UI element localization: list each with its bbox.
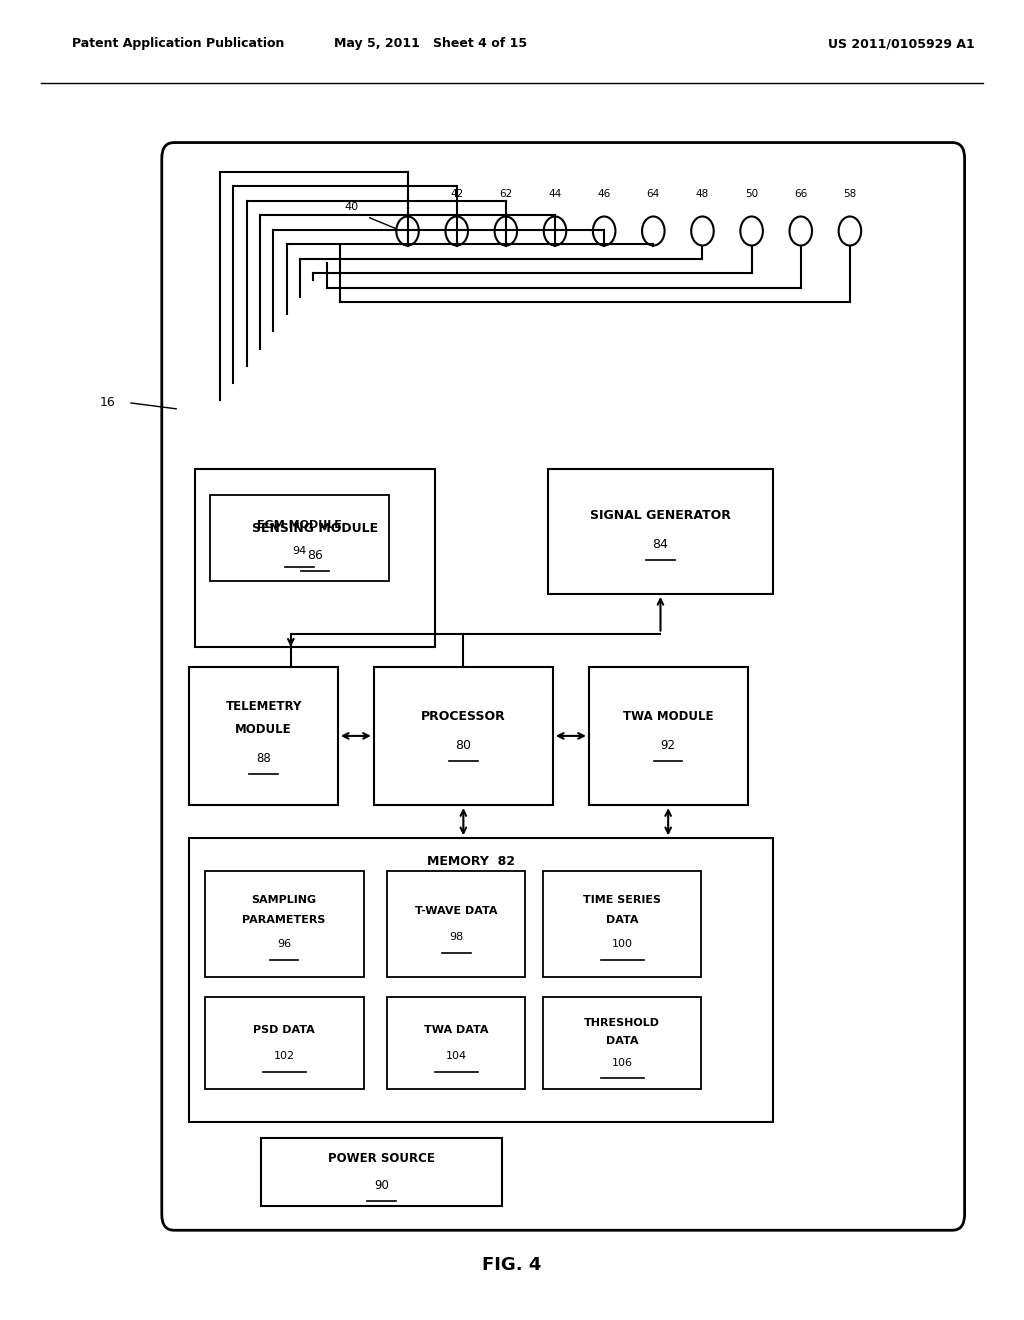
Bar — [543, 871, 701, 977]
Text: SENSING MODULE: SENSING MODULE — [252, 523, 378, 535]
Bar — [261, 1138, 502, 1206]
Text: 16: 16 — [99, 396, 116, 409]
Text: SIGNAL GENERATOR: SIGNAL GENERATOR — [590, 510, 731, 521]
Text: 98: 98 — [450, 932, 463, 942]
Text: SAMPLING: SAMPLING — [252, 895, 316, 906]
Text: 40: 40 — [344, 202, 358, 213]
Text: MEMORY  82: MEMORY 82 — [427, 855, 515, 869]
Text: 94: 94 — [293, 546, 306, 556]
Text: PARAMETERS: PARAMETERS — [243, 915, 326, 925]
Text: 46: 46 — [598, 189, 610, 199]
FancyBboxPatch shape — [162, 143, 965, 1230]
Text: POWER SOURCE: POWER SOURCE — [328, 1152, 435, 1166]
Text: 80: 80 — [456, 739, 471, 751]
Bar — [374, 667, 553, 805]
Text: MODULE: MODULE — [236, 723, 292, 735]
Text: 42: 42 — [451, 189, 463, 199]
Text: PROCESSOR: PROCESSOR — [421, 710, 506, 722]
Bar — [189, 667, 338, 805]
Text: EGM MODULE: EGM MODULE — [257, 520, 342, 529]
Text: DATA: DATA — [606, 915, 638, 925]
Text: T-WAVE DATA: T-WAVE DATA — [415, 906, 498, 916]
Text: 66: 66 — [795, 189, 807, 199]
Text: THRESHOLD: THRESHOLD — [584, 1018, 660, 1028]
Text: 64: 64 — [647, 189, 659, 199]
Text: US 2011/0105929 A1: US 2011/0105929 A1 — [827, 37, 975, 50]
Text: TWA DATA: TWA DATA — [424, 1024, 488, 1035]
Bar — [189, 838, 773, 1122]
Text: 104: 104 — [445, 1051, 467, 1061]
Bar — [387, 871, 525, 977]
Bar — [589, 667, 748, 805]
Text: 92: 92 — [660, 739, 676, 751]
Text: TELEMETRY: TELEMETRY — [225, 701, 302, 713]
Text: 84: 84 — [652, 539, 669, 550]
Text: TIME SERIES: TIME SERIES — [583, 895, 662, 906]
Text: 58: 58 — [844, 189, 856, 199]
Text: 62: 62 — [500, 189, 512, 199]
Text: FIG. 4: FIG. 4 — [482, 1255, 542, 1274]
Text: 106: 106 — [611, 1057, 633, 1068]
Text: 100: 100 — [611, 939, 633, 949]
Text: DATA: DATA — [606, 1036, 638, 1047]
Text: 96: 96 — [278, 939, 291, 949]
Text: 44: 44 — [549, 189, 561, 199]
Bar — [548, 469, 773, 594]
Text: 88: 88 — [256, 752, 271, 764]
Text: PSD DATA: PSD DATA — [253, 1024, 315, 1035]
Bar — [387, 997, 525, 1089]
Text: 90: 90 — [374, 1179, 389, 1192]
Bar — [543, 997, 701, 1089]
Text: TWA MODULE: TWA MODULE — [623, 710, 714, 722]
Text: May 5, 2011   Sheet 4 of 15: May 5, 2011 Sheet 4 of 15 — [334, 37, 526, 50]
Text: 50: 50 — [745, 189, 758, 199]
Text: 86: 86 — [307, 549, 323, 561]
Text: 48: 48 — [696, 189, 709, 199]
Bar — [205, 997, 364, 1089]
Bar — [210, 495, 389, 581]
Text: 102: 102 — [273, 1051, 295, 1061]
Text: Patent Application Publication: Patent Application Publication — [72, 37, 284, 50]
Bar — [205, 871, 364, 977]
Bar — [195, 469, 435, 647]
